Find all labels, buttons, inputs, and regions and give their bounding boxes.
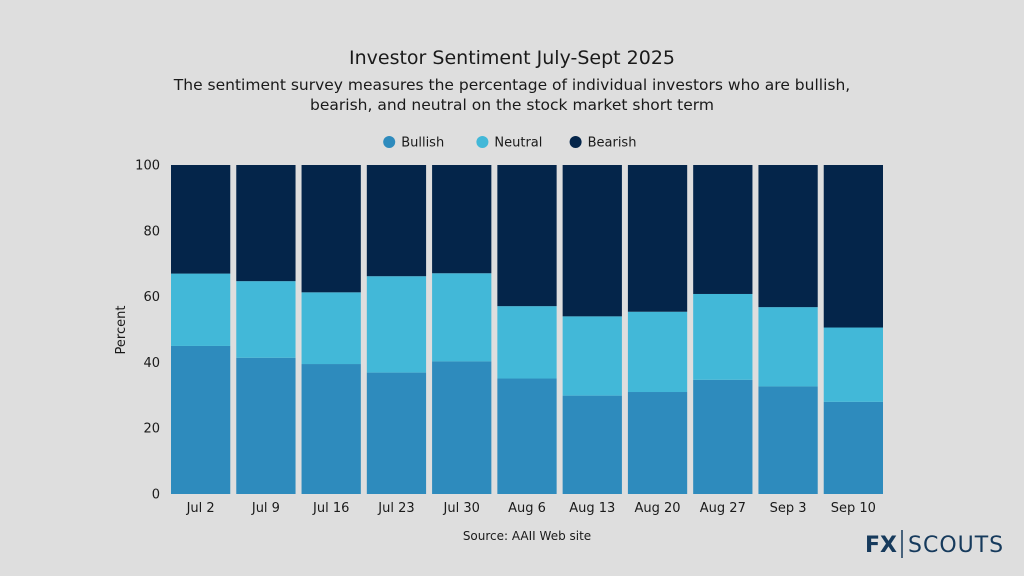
bar-bullish-0 bbox=[171, 345, 231, 494]
legend-label-neutral: Neutral bbox=[494, 136, 542, 151]
bar-neutral-10 bbox=[823, 327, 883, 402]
x-tick-label: Jul 9 bbox=[251, 501, 280, 516]
chart-subtitle-line-1: The sentiment survey measures the percen… bbox=[173, 76, 850, 94]
bar-neutral-2 bbox=[301, 292, 361, 365]
bar-bearish-7 bbox=[627, 165, 688, 312]
bar-bearish-2 bbox=[301, 165, 361, 293]
fxscouts-logo: FX SCOUTS bbox=[865, 530, 1004, 558]
bar-neutral-3 bbox=[366, 276, 427, 373]
bar-bullish-9 bbox=[758, 386, 818, 494]
bar-bearish-8 bbox=[693, 165, 753, 294]
bar-neutral-1 bbox=[236, 281, 296, 358]
x-tick-label: Aug 20 bbox=[635, 501, 681, 516]
chart-legend: Bullish Neutral Bearish bbox=[383, 136, 636, 151]
x-tick-label: Sep 3 bbox=[770, 501, 807, 516]
bar-bearish-9 bbox=[758, 165, 818, 308]
x-tick-label: Aug 13 bbox=[569, 501, 615, 516]
x-tick-label: Aug 6 bbox=[508, 501, 546, 516]
bar-bullish-4 bbox=[432, 361, 492, 494]
y-tick-label: 80 bbox=[143, 224, 160, 239]
logo-scouts-text: SCOUTS bbox=[908, 533, 1004, 558]
x-tick-label: Jul 16 bbox=[312, 501, 349, 516]
x-axis: Jul 2 Jul 9 Jul 16 Jul 23 Jul 30 Aug 6 Aug 13 A… bbox=[186, 501, 876, 516]
bar-neutral-0 bbox=[171, 273, 231, 346]
logo-fx-text: FX bbox=[865, 533, 897, 558]
bar-bearish-10 bbox=[823, 165, 883, 328]
x-tick-label: Jul 2 bbox=[186, 501, 215, 516]
x-tick-label: Jul 23 bbox=[377, 501, 414, 516]
bar-bearish-4 bbox=[432, 165, 492, 274]
bar-bullish-5 bbox=[497, 378, 557, 494]
bar-bullish-6 bbox=[562, 395, 622, 494]
x-tick-label: Jul 30 bbox=[443, 501, 480, 516]
y-tick-label: 20 bbox=[143, 422, 160, 437]
legend-marker-bullish bbox=[383, 136, 396, 148]
y-axis-label: Percent bbox=[114, 306, 129, 355]
y-tick-label: 60 bbox=[143, 290, 160, 305]
y-tick-label: 100 bbox=[135, 159, 160, 174]
x-tick-label: Aug 27 bbox=[700, 501, 746, 516]
bar-bearish-1 bbox=[236, 165, 296, 282]
bar-bearish-6 bbox=[562, 165, 622, 317]
chart-subtitle-line-2: bearish, and neutral on the stock market… bbox=[310, 96, 714, 114]
bar-bearish-5 bbox=[497, 165, 557, 307]
bar-bullish-3 bbox=[366, 372, 427, 494]
chart-title: Investor Sentiment July-Sept 2025 bbox=[349, 47, 675, 69]
x-tick-label: Sep 10 bbox=[831, 501, 876, 516]
bar-bullish-8 bbox=[693, 379, 753, 494]
y-tick-label: 40 bbox=[143, 356, 160, 371]
y-axis: 0 20 40 60 80 100 bbox=[135, 159, 160, 503]
bar-neutral-6 bbox=[562, 316, 622, 396]
plot-area bbox=[171, 165, 883, 494]
bar-neutral-5 bbox=[497, 306, 557, 379]
bar-bullish-2 bbox=[301, 364, 361, 494]
legend-label-bearish: Bearish bbox=[588, 136, 637, 151]
bar-bearish-3 bbox=[366, 165, 427, 277]
bar-bullish-7 bbox=[627, 392, 688, 494]
legend-marker-bearish bbox=[569, 136, 582, 148]
legend-marker-neutral bbox=[476, 136, 489, 148]
bar-neutral-4 bbox=[432, 273, 492, 362]
bar-neutral-8 bbox=[693, 293, 753, 380]
bar-neutral-9 bbox=[758, 307, 818, 387]
source-note: Source: AAII Web site bbox=[463, 529, 591, 543]
bar-bearish-0 bbox=[171, 165, 231, 274]
legend-label-bullish: Bullish bbox=[401, 136, 444, 151]
bar-bullish-10 bbox=[823, 401, 883, 494]
bar-bullish-1 bbox=[236, 357, 296, 494]
y-tick-label: 0 bbox=[152, 488, 160, 503]
bar-neutral-7 bbox=[627, 311, 688, 393]
